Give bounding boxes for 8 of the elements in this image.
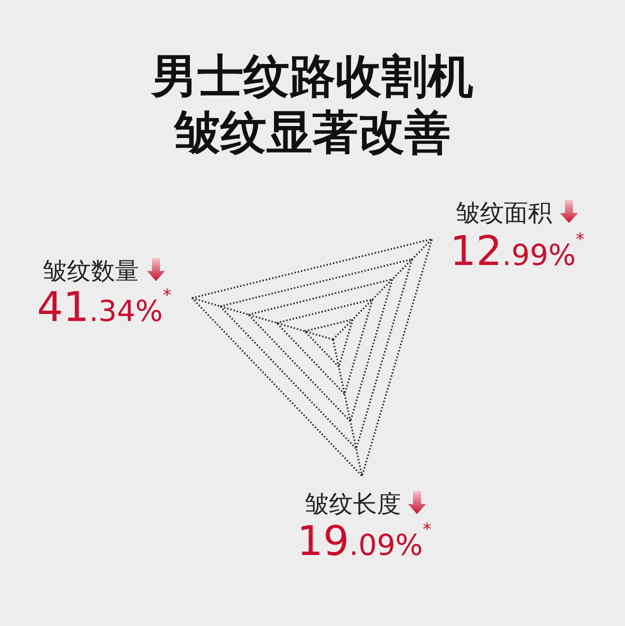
text: 皱纹显著改善 bbox=[172, 105, 450, 159]
category-label: 皱纹数量 bbox=[43, 257, 139, 285]
category-label: 皱纹长度 bbox=[305, 490, 401, 518]
data-label: 41.34%$^{*}$ bbox=[37, 283, 172, 331]
data-label: 19.09%$^{*}$ bbox=[297, 517, 432, 565]
category-label: 皱纹面积 bbox=[456, 199, 552, 227]
text: 男士纹路收割机 bbox=[150, 49, 474, 103]
data-label: 12.99%$^{*}$ bbox=[450, 227, 584, 275]
